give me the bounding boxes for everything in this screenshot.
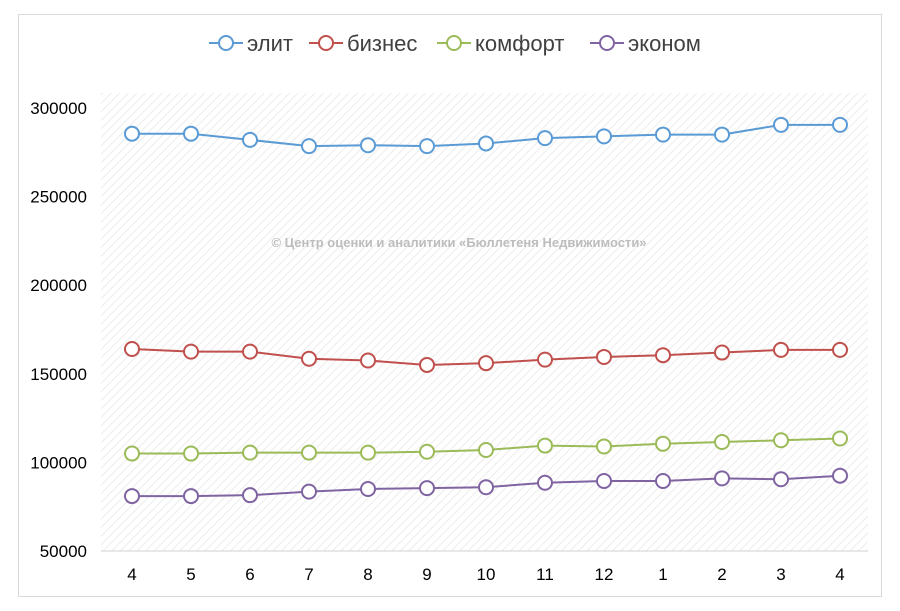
data-point (655, 347, 671, 364)
x-axis: 4 5 6 7 8 9 10 11 12 1 2 3 4 (127, 565, 844, 584)
x-tick-label: 4 (127, 565, 136, 584)
data-point (360, 137, 376, 154)
x-tick-label: 7 (304, 565, 313, 584)
x-tick-label: 2 (717, 565, 726, 584)
data-point (596, 473, 612, 490)
x-tick-label: 6 (245, 565, 254, 584)
data-point (773, 432, 789, 449)
x-tick-label: 8 (363, 565, 372, 584)
y-axis: 300000 250000 200000 150000 100000 50000 (30, 99, 87, 561)
data-point (301, 483, 317, 500)
legend-item: комфорт (437, 31, 564, 56)
legend-label: эконом (628, 31, 701, 56)
data-point (596, 438, 612, 455)
data-point (478, 355, 494, 372)
data-point (183, 125, 199, 142)
y-tick-label: 50000 (40, 542, 87, 561)
x-tick-label: 1 (658, 565, 667, 584)
legend: элит бизнес комфорт эконом (209, 31, 701, 56)
series-1 (124, 116, 848, 155)
data-point (537, 474, 553, 491)
x-tick-label: 3 (776, 565, 785, 584)
y-tick-label: 300000 (30, 99, 87, 118)
data-point (537, 351, 553, 368)
x-tick-label: 9 (422, 565, 431, 584)
y-tick-label: 250000 (30, 188, 87, 207)
legend-marker (599, 35, 615, 51)
data-point (360, 480, 376, 497)
data-point (832, 341, 848, 358)
y-tick-label: 150000 (30, 365, 87, 384)
data-point (301, 350, 317, 367)
legend-label: бизнес (347, 31, 417, 56)
data-point (124, 488, 140, 505)
data-point (832, 467, 848, 484)
data-point (832, 430, 848, 447)
data-point (242, 444, 258, 461)
data-point (360, 444, 376, 461)
line-chart: элит бизнес комфорт эконом 3000002500002000… (30, 31, 868, 584)
legend-item: бизнес (309, 31, 417, 56)
data-point (714, 470, 730, 487)
data-point (124, 340, 140, 357)
data-point (655, 435, 671, 452)
data-point (596, 348, 612, 365)
legend-label: элит (247, 31, 293, 56)
chart-container: элит бизнес комфорт эконом 300000 250000 2000… (18, 14, 882, 597)
data-point (183, 343, 199, 360)
data-point (537, 130, 553, 147)
data-point (537, 437, 553, 454)
data-point (419, 356, 435, 373)
series-layer (124, 116, 848, 505)
legend-item: элит (209, 31, 293, 56)
x-tick-label: 12 (595, 565, 614, 584)
data-point (360, 352, 376, 369)
data-point (478, 135, 494, 152)
data-point (419, 443, 435, 460)
y-tick-label: 100000 (30, 453, 87, 472)
data-point (714, 434, 730, 451)
plot-area (101, 93, 868, 551)
data-point (242, 487, 258, 504)
data-point (655, 126, 671, 143)
series-4 (124, 467, 848, 505)
data-point (773, 341, 789, 358)
data-point (596, 128, 612, 145)
data-point (655, 473, 671, 490)
series-2 (124, 340, 848, 373)
data-point (419, 480, 435, 497)
x-tick-label: 5 (186, 565, 195, 584)
data-point (419, 138, 435, 155)
data-point (478, 479, 494, 496)
data-point (242, 343, 258, 360)
watermark: © Центр оценки и аналитики «Бюллетеня Не… (271, 235, 646, 250)
legend-label: комфорт (475, 31, 564, 56)
data-point (301, 138, 317, 155)
legend-item: эконом (590, 31, 701, 56)
legend-marker (218, 35, 234, 51)
legend-marker (318, 35, 334, 51)
x-tick-label: 4 (835, 565, 844, 584)
data-point (183, 488, 199, 505)
data-point (478, 441, 494, 458)
series-3 (124, 430, 848, 462)
data-point (714, 344, 730, 361)
data-point (183, 445, 199, 462)
data-point (124, 125, 140, 142)
data-point (714, 126, 730, 143)
data-point (301, 444, 317, 461)
y-tick-label: 200000 (30, 276, 87, 295)
data-point (773, 116, 789, 133)
x-tick-label: 11 (536, 565, 554, 584)
data-point (773, 471, 789, 488)
data-point (242, 131, 258, 148)
data-point (124, 445, 140, 462)
legend-marker (446, 35, 462, 51)
data-point (832, 116, 848, 133)
x-tick-label: 10 (477, 565, 496, 584)
